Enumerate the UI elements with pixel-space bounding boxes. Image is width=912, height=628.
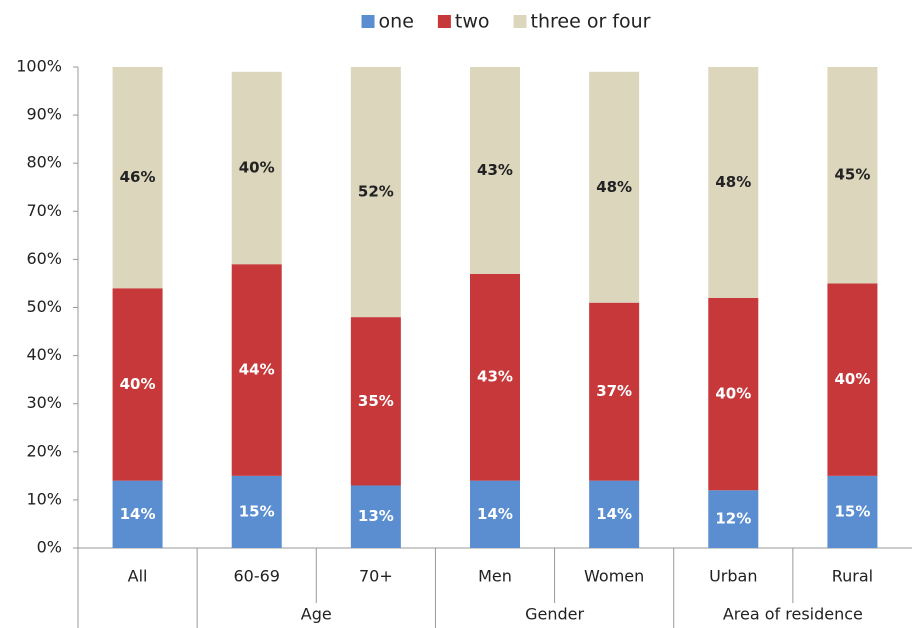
data-label: 15% xyxy=(239,502,275,520)
y-tick-label: 40% xyxy=(26,345,62,364)
bar-segment xyxy=(112,288,163,481)
x-tick-label: All xyxy=(128,567,148,586)
bar-segment xyxy=(350,485,401,548)
y-tick-label: 20% xyxy=(26,441,62,460)
data-label: 37% xyxy=(596,382,632,400)
data-label: 12% xyxy=(715,510,751,528)
bar-segment xyxy=(589,302,640,481)
data-label: 15% xyxy=(834,502,870,520)
bar-segment xyxy=(827,475,878,548)
data-label: 43% xyxy=(477,161,513,179)
bar-segment xyxy=(470,67,520,274)
y-tick-label: 90% xyxy=(26,105,62,124)
data-label: 40% xyxy=(120,375,156,393)
data-label: 46% xyxy=(120,168,156,186)
x-tick-label: Rural xyxy=(832,567,873,586)
bar-segment xyxy=(231,475,282,548)
y-tick-label: 60% xyxy=(26,249,62,268)
bar-segment xyxy=(827,67,878,284)
bar-segment xyxy=(470,480,520,548)
bar-segment xyxy=(112,480,163,548)
bar-segment xyxy=(231,71,282,265)
bar-segment xyxy=(112,67,163,289)
y-tick-label: 30% xyxy=(26,393,62,412)
data-label: 14% xyxy=(596,505,632,523)
bar-segment xyxy=(708,67,759,298)
bar-segment xyxy=(470,273,520,481)
bar-segment xyxy=(708,490,759,548)
legend-swatch xyxy=(513,15,527,28)
x-tick-label: 60-69 xyxy=(233,567,280,586)
x-tick-label: Women xyxy=(584,567,644,586)
y-tick-label: 80% xyxy=(26,153,62,172)
data-label: 43% xyxy=(477,368,513,386)
bar-segment xyxy=(350,67,401,318)
y-tick-label: 10% xyxy=(26,489,62,508)
bar-segment xyxy=(231,264,282,476)
legend-label: two xyxy=(455,11,490,33)
data-label: 40% xyxy=(834,370,870,388)
legend-swatch xyxy=(437,15,451,28)
group-label: Area of residence xyxy=(723,605,863,624)
y-tick-label: 100% xyxy=(16,57,62,76)
y-tick-label: 0% xyxy=(37,538,62,557)
data-label: 44% xyxy=(239,361,275,379)
legend-label: one xyxy=(379,11,414,33)
data-label: 40% xyxy=(715,385,751,403)
data-label: 35% xyxy=(358,392,394,410)
data-label: 48% xyxy=(715,173,751,191)
data-label: 48% xyxy=(596,178,632,196)
data-label: 14% xyxy=(477,505,513,523)
data-label: 52% xyxy=(358,183,394,201)
group-label: Gender xyxy=(525,605,584,624)
bar-segment xyxy=(589,480,640,548)
group-label: Age xyxy=(301,605,332,624)
x-tick-label: 70+ xyxy=(359,567,393,586)
x-tick-label: Men xyxy=(478,567,512,586)
legend-swatch xyxy=(361,15,375,28)
x-tick-label: Urban xyxy=(709,567,757,586)
bar-segment xyxy=(708,297,759,491)
y-tick-label: 50% xyxy=(26,297,62,316)
data-label: 14% xyxy=(120,505,156,523)
data-label: 45% xyxy=(834,166,870,184)
data-label: 13% xyxy=(358,507,394,525)
bar-segment xyxy=(589,71,640,303)
bar-segment xyxy=(827,283,878,476)
bar-segment xyxy=(350,317,401,486)
data-label: 40% xyxy=(239,159,275,177)
legend-label: three or four xyxy=(531,11,651,33)
y-tick-label: 70% xyxy=(26,201,62,220)
